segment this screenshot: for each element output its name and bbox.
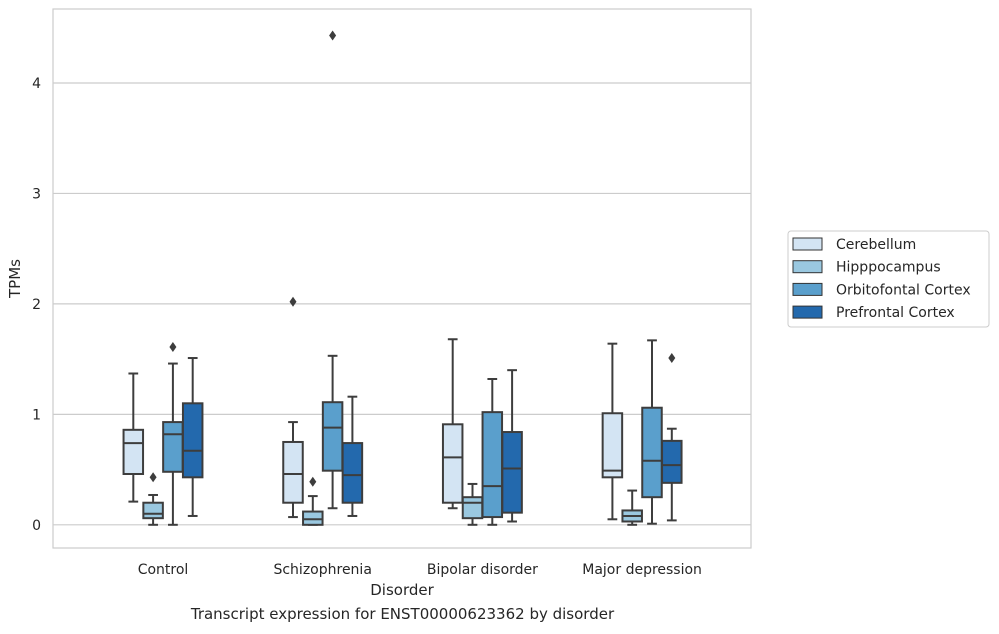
legend: Cerebellum Hipppocampus Orbitofontal Corte… <box>787 230 990 328</box>
box-body <box>341 442 364 504</box>
legend-label: Hipppocampus <box>836 260 941 276</box>
outlier-marker <box>169 341 177 352</box>
plot-area <box>122 30 683 526</box>
box-schizophrenia-hipppocampus <box>302 476 324 526</box>
box-body <box>441 423 464 504</box>
box-body <box>321 401 344 472</box>
outlier-marker <box>329 30 337 41</box>
box-major-depression-orbitofontal-cortex <box>641 339 663 525</box>
box-control-hipppocampus <box>142 472 164 526</box>
legend-label: Prefrontal Cortex <box>836 305 955 321</box>
box-body <box>461 496 484 520</box>
figure-caption: Transcript expression for ENST0000062336… <box>190 605 615 623</box>
outlier-marker <box>149 472 157 483</box>
x-tick-label: Control <box>138 562 189 578</box>
box-bipolar-disorder-hipppocampus <box>461 482 484 526</box>
legend-label: Orbitofontal Cortex <box>836 282 971 298</box>
x-tick-label: Major depression <box>582 562 702 578</box>
legend-label: Cerebellum <box>836 237 916 253</box>
legend-swatch <box>792 305 823 319</box>
y-tick-label: 1 <box>32 407 41 423</box>
legend-swatch <box>792 260 823 274</box>
box-bipolar-disorder-cerebellum <box>441 338 464 510</box>
x-axis-ticks: Control Schizophrenia Bipolar disorder Majo… <box>138 562 702 578</box>
box-body <box>481 411 504 519</box>
y-tick-label: 4 <box>32 76 41 92</box>
box-body <box>122 428 145 475</box>
x-tick-label: Schizophrenia <box>273 562 371 578</box>
outlier-marker <box>289 296 297 307</box>
box-body <box>162 421 184 473</box>
outlier-marker <box>668 353 676 364</box>
x-tick-label: Bipolar disorder <box>427 562 538 578</box>
box-schizophrenia-prefrontal-cortex <box>341 395 364 517</box>
legend-swatch <box>792 282 823 296</box>
box-bipolar-disorder-orbitofontal-cortex <box>481 378 504 526</box>
box-control-orbitofontal-cortex <box>162 341 184 526</box>
box-body <box>601 412 624 479</box>
box-body <box>282 440 304 504</box>
box-body <box>302 510 324 526</box>
box-control-cerebellum <box>122 372 145 503</box>
box-bipolar-disorder-prefrontal-cortex <box>501 369 523 523</box>
box-body <box>661 439 683 484</box>
y-tick-label: 3 <box>32 186 41 202</box>
y-axis-ticks: 0 1 2 3 4 <box>32 76 41 534</box>
box-major-depression-prefrontal-cortex <box>661 353 683 522</box>
box-schizophrenia-orbitofontal-cortex <box>321 30 344 510</box>
y-tick-label: 2 <box>32 297 41 313</box>
box-body <box>181 402 204 479</box>
legend-swatch <box>792 237 823 251</box>
outlier-marker <box>309 476 317 487</box>
box-body <box>501 431 523 514</box>
box-control-prefrontal-cortex <box>181 357 204 517</box>
box-schizophrenia-cerebellum <box>282 296 304 519</box>
y-axis-label: TPMs <box>6 259 24 299</box>
box-body <box>142 501 164 520</box>
plot-frame <box>52 8 752 549</box>
x-axis-label: Disorder <box>370 581 434 599</box>
legend-frame <box>787 230 990 328</box>
box-body <box>641 406 663 499</box>
box-major-depression-hipppocampus <box>621 489 643 526</box>
box-major-depression-cerebellum <box>601 342 624 521</box>
y-tick-label: 0 <box>32 518 41 534</box>
